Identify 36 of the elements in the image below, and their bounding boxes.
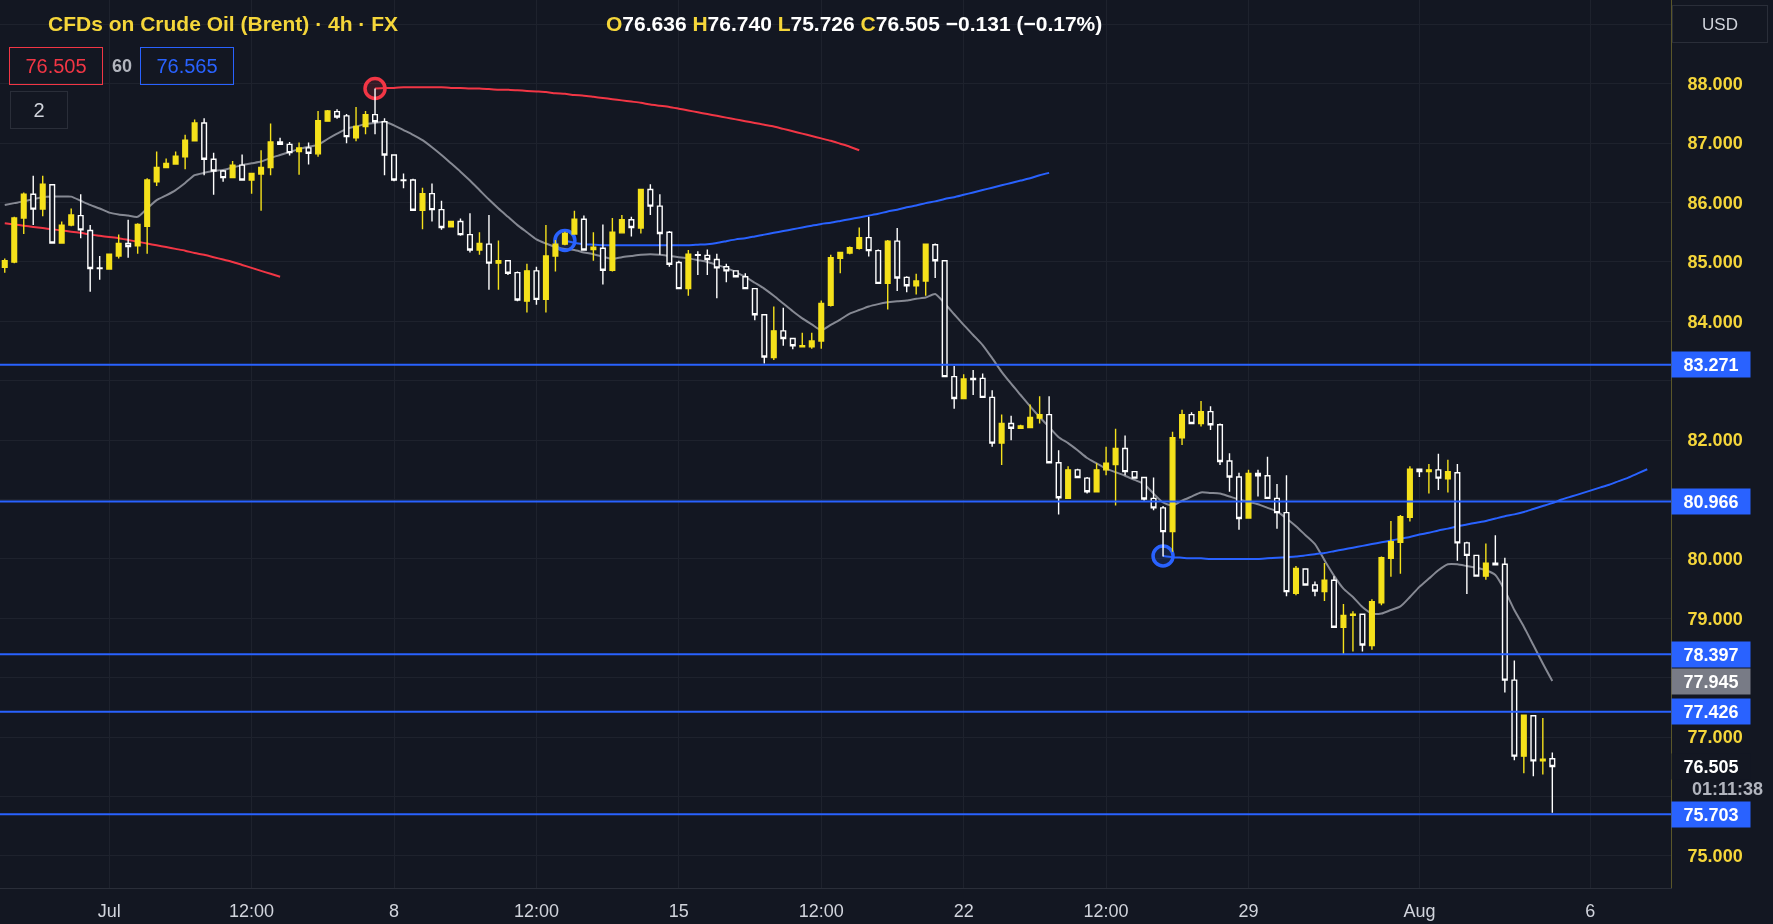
- x-tick-label: 12:00: [798, 900, 844, 921]
- x-tick-label: 15: [668, 900, 689, 921]
- y-tick-label: 84.000: [1687, 311, 1743, 332]
- annotation: 76.565: [156, 55, 218, 77]
- y-tick-label: 77.000: [1687, 727, 1743, 748]
- ref-line-label: 80.966: [1683, 491, 1739, 512]
- y-tick-label: 85.000: [1687, 252, 1743, 273]
- x-tick-label: 8: [389, 900, 400, 921]
- ref-line-label: 77.426: [1683, 701, 1739, 722]
- ref-line-label: 78.397: [1683, 644, 1739, 665]
- x-tick-label: 12:00: [229, 900, 275, 921]
- x-tick-label: 6: [1585, 900, 1596, 921]
- y-tick-label: 75.000: [1687, 846, 1743, 867]
- annotation: 60: [112, 56, 133, 76]
- x-tick-label: Aug: [1403, 900, 1436, 921]
- y-tick-label: 88.000: [1687, 74, 1743, 95]
- text: 01:11:38: [1692, 779, 1764, 799]
- annotation: 2: [33, 99, 45, 121]
- x-tick-label: Jul: [97, 900, 121, 921]
- x-tick-label: 12:00: [513, 900, 559, 921]
- x-tick-label: 12:00: [1083, 900, 1129, 921]
- text: CFDs on Crude Oil (Brent) · 4h · FX: [48, 12, 398, 36]
- text: 77.945: [1683, 671, 1739, 692]
- text: 76.505: [1683, 756, 1739, 777]
- text: USD: [1702, 14, 1738, 34]
- y-tick-label: 82.000: [1687, 430, 1743, 451]
- y-tick-label: 87.000: [1687, 133, 1743, 154]
- ref-line-label: 75.703: [1683, 804, 1739, 825]
- ref-line-label: 83.271: [1683, 354, 1739, 375]
- y-tick-label: 80.000: [1687, 549, 1743, 570]
- x-tick-label: 29: [1238, 900, 1259, 921]
- annotation: O76.636 H76.740 L75.726 C76.505 −0.131 (−0.17%): [606, 12, 1103, 35]
- y-tick-label: 79.000: [1687, 608, 1743, 629]
- x-tick-label: 22: [953, 900, 974, 921]
- annotation: 76.505: [25, 55, 87, 77]
- y-tick-label: 86.000: [1687, 192, 1743, 213]
